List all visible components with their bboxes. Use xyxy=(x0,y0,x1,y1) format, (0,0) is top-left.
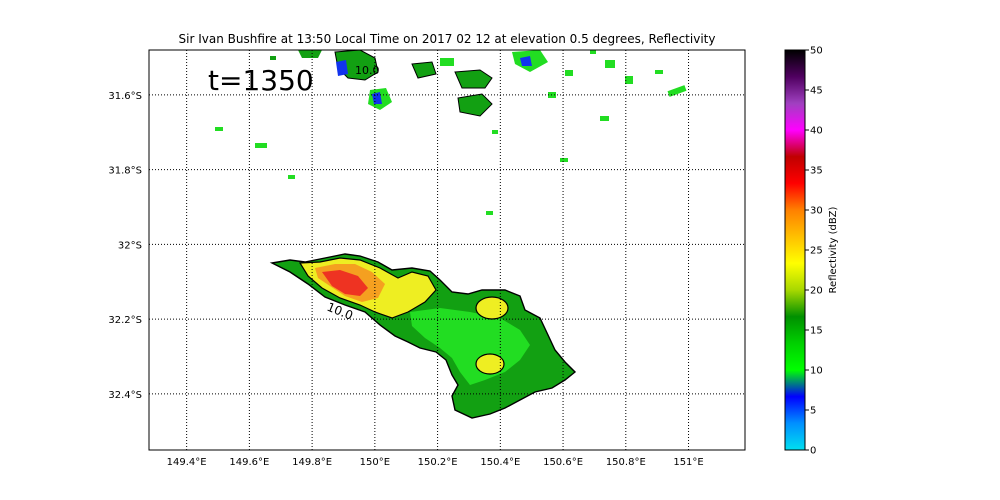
lon-tick-label: 149.4°E xyxy=(167,457,207,468)
plume-red-core xyxy=(322,270,368,296)
colorbar-ticks: 0 5 10 15 20 25 30 35 40 45 50 xyxy=(805,46,823,457)
colorbar-tick-label: 10 xyxy=(810,366,823,377)
lat-tick-label: 32°S xyxy=(118,240,142,251)
colorbar-tick-label: 0 xyxy=(810,446,816,457)
contour-outer xyxy=(269,253,577,419)
colorbar-tick-label: 15 xyxy=(810,326,823,337)
lon-tick-label: 150.6°E xyxy=(543,457,583,468)
north-echo-4 xyxy=(411,61,437,79)
north-echo-17 xyxy=(492,130,498,134)
north-echo-10 xyxy=(605,60,615,68)
north-echo-9 xyxy=(565,70,573,76)
lon-tick-label: 149.8°E xyxy=(292,457,332,468)
map-frame xyxy=(148,49,746,451)
colorbar-tick-label: 20 xyxy=(810,286,823,297)
lat-tick-label: 32.4°S xyxy=(108,390,142,401)
north-echo-8 xyxy=(440,58,454,66)
north-echo-22 xyxy=(270,56,276,60)
north-echo-21 xyxy=(486,211,493,215)
north-echo-16 xyxy=(560,158,568,162)
north-echo-11 xyxy=(625,76,633,84)
colorbar-tick-label: 40 xyxy=(810,126,823,137)
latitude-ticks: 31.6°S 31.8°S 32°S 32.2°S 32.4°S xyxy=(108,91,142,401)
colorbar-tick-label: 30 xyxy=(810,206,823,217)
contour-inner xyxy=(298,257,437,319)
north-echo-2 xyxy=(454,69,493,89)
north-echo-19 xyxy=(255,143,267,148)
lat-tick-label: 32.2°S xyxy=(108,315,142,326)
figure-title: Sir Ivan Bushfire at 13:50 Local Time on… xyxy=(179,32,716,46)
north-echo-23 xyxy=(590,50,596,54)
map-background xyxy=(149,50,745,450)
lat-tick-label: 31.6°S xyxy=(108,91,142,102)
lat-tick-label: 31.8°S xyxy=(108,166,142,177)
lon-tick-label: 150.8°E xyxy=(606,457,646,468)
north-contour-label: 10.0 xyxy=(355,64,380,77)
north-echo-20 xyxy=(288,175,295,179)
north-echo-6-blue xyxy=(520,56,532,66)
north-echo-7 xyxy=(298,50,322,58)
north-echo-14 xyxy=(667,85,687,97)
time-annotation: t=1350 xyxy=(208,64,314,97)
lon-tick-label: 150.2°E xyxy=(418,457,458,468)
lon-tick-label: 149.6°E xyxy=(229,457,269,468)
map-gridlines xyxy=(149,50,745,450)
colorbar-bar xyxy=(784,49,806,451)
map-panel: 10.0 10.0 xyxy=(108,49,746,468)
lon-tick-label: 151°E xyxy=(673,457,703,468)
plume-yellow-blob-2 xyxy=(476,354,504,374)
colorbar-tick-label: 50 xyxy=(810,46,823,57)
colorbar-tick-label: 35 xyxy=(810,166,823,177)
contour-blob-2 xyxy=(475,353,505,375)
colorbar-tick-label: 45 xyxy=(810,86,823,97)
north-echo-15 xyxy=(655,70,663,74)
north-echo-1-blue xyxy=(336,60,348,76)
colorbar-tick-label: 25 xyxy=(810,246,823,257)
longitude-ticks: 149.4°E 149.6°E 149.8°E 150°E 150.2°E 150.4°E… xyxy=(167,457,704,468)
colorbar: 0 5 10 15 20 25 30 35 40 45 50 Reflectivity (dBZ) xyxy=(784,46,839,457)
colorbar-label: Reflectivity (dBZ) xyxy=(828,206,839,293)
lon-tick-label: 150.4°E xyxy=(480,457,520,468)
lon-tick-label: 150°E xyxy=(360,457,390,468)
colorbar-tick-label: 5 xyxy=(810,406,816,417)
north-echo-13 xyxy=(600,116,609,121)
radar-echoes: 10.0 10.0 xyxy=(215,49,687,419)
north-echo-18 xyxy=(215,127,223,131)
north-echo-3 xyxy=(457,93,493,117)
